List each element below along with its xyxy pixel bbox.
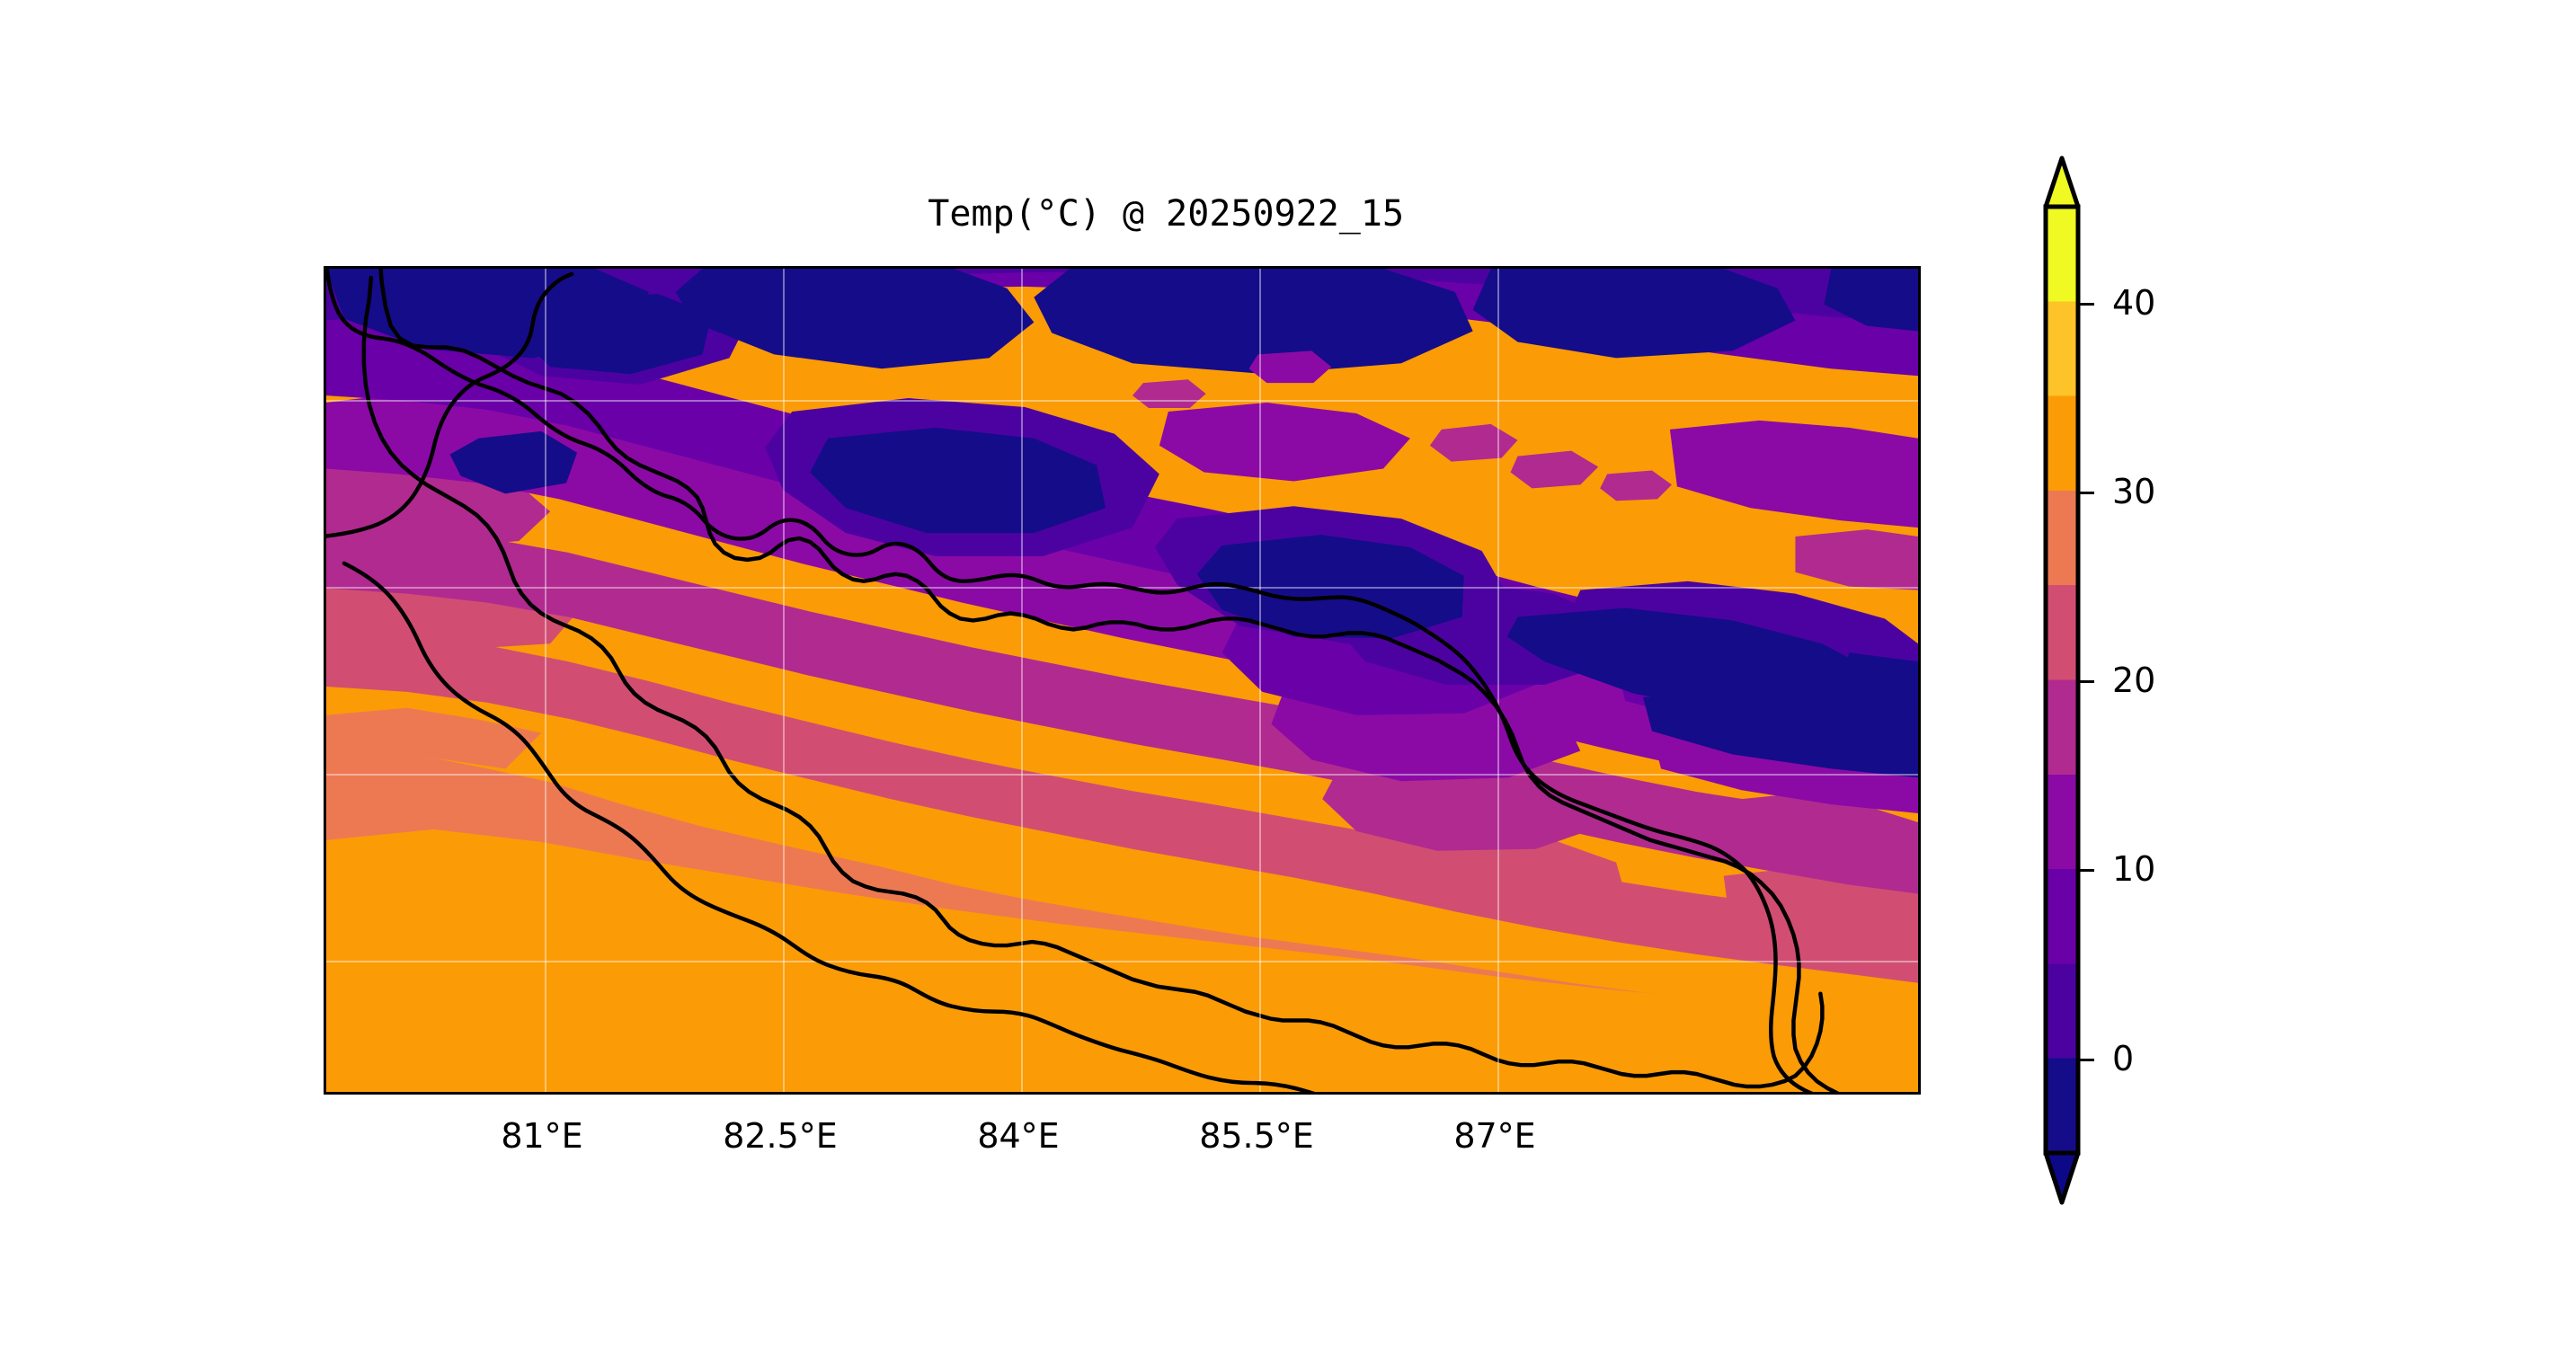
xtick-label-1: 82.5°E — [723, 1116, 838, 1156]
colorbar-gradient — [2043, 155, 2081, 1205]
map-axes — [324, 266, 1921, 1095]
nepal-border-outline — [326, 269, 1814, 1092]
colorbar-label-0: 0 — [2112, 1039, 2135, 1078]
xtick-label-3: 85.5°E — [1199, 1116, 1314, 1156]
xtick-label-0: 81°E — [501, 1116, 583, 1156]
colorbar-label-20: 20 — [2112, 661, 2156, 700]
colorbar-tick-0 — [2080, 1059, 2094, 1061]
colorbar-label-40: 40 — [2112, 283, 2156, 323]
temperature-contour-fill — [326, 269, 1918, 1092]
colorbar-tick-30 — [2080, 492, 2094, 494]
colorbar-tick-10 — [2080, 869, 2094, 872]
colorbar-label-30: 30 — [2112, 472, 2156, 511]
colorbar-tick-20 — [2080, 680, 2094, 683]
colorbar-tick-40 — [2080, 303, 2094, 306]
title-line-1: Temp(°C) @ 20250922_15 — [928, 193, 1405, 235]
colorbar: 40 30 20 10 0 — [2042, 153, 2249, 1213]
xtick-label-2: 84°E — [977, 1116, 1060, 1156]
contour-plot-area — [326, 269, 1918, 1092]
xtick-label-4: 87°E — [1453, 1116, 1536, 1156]
colorbar-label-10: 10 — [2112, 849, 2156, 889]
